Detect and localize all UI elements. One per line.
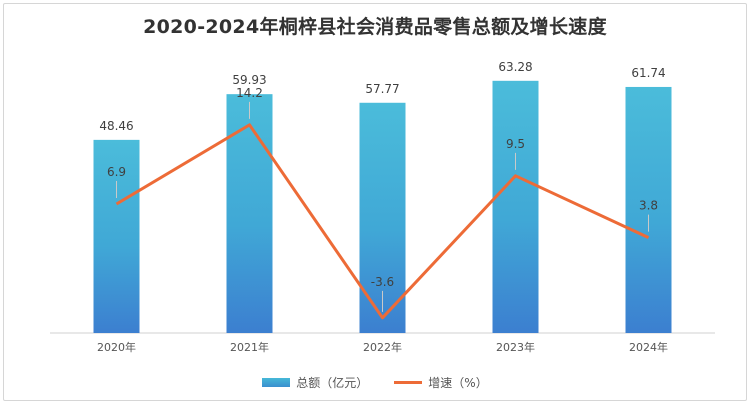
legend-label-total: 总额（亿元）	[296, 376, 369, 390]
bar	[226, 94, 273, 334]
bar	[93, 139, 140, 333]
bar-value-label: 59.93	[232, 73, 266, 87]
growth-value-label: 9.5	[506, 137, 525, 151]
x-tick-label: 2022年	[363, 340, 402, 354]
bar-value-label: 61.74	[631, 66, 665, 80]
legend-label-growth: 增速（%）	[428, 376, 488, 390]
x-tick-label: 2021年	[230, 340, 269, 354]
growth-line	[115, 123, 650, 320]
x-tick-label: 2020年	[97, 340, 136, 354]
bar-value-label: 57.77	[365, 82, 399, 96]
growth-value-label: 3.8	[639, 199, 658, 213]
growth-value-label: 14.2	[236, 86, 263, 100]
growth-value-label: -3.6	[371, 275, 394, 289]
chart-title: 2020-2024年桐梓县社会消费品零售总额及增长速度	[143, 16, 607, 38]
legend: 总额（亿元） 增速（%）	[0, 374, 750, 391]
legend-item-total: 总额（亿元）	[262, 374, 368, 391]
x-tick-label: 2024年	[629, 340, 668, 354]
x-tick-label: 2023年	[496, 340, 535, 354]
legend-swatch-line	[394, 381, 423, 384]
growth-value-label: 6.9	[107, 165, 126, 179]
legend-item-growth: 增速（%）	[394, 374, 488, 391]
bar-value-label: 48.46	[99, 119, 133, 133]
bar	[492, 80, 539, 334]
bar	[625, 86, 672, 334]
bar-value-label: 63.28	[498, 60, 532, 74]
legend-swatch-bar	[262, 378, 291, 387]
